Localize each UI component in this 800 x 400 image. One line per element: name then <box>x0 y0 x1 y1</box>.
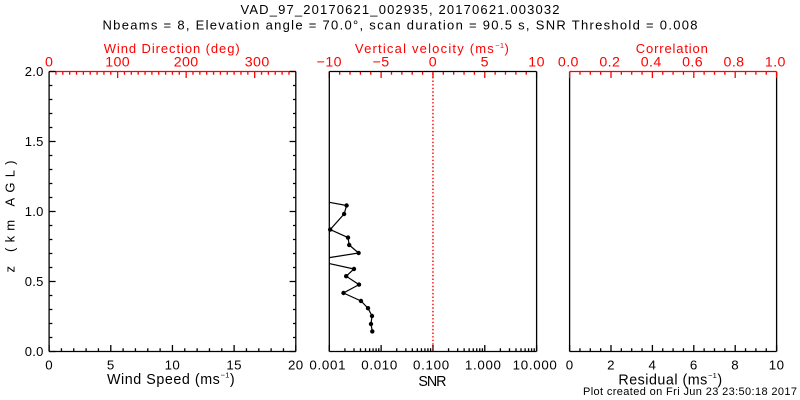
svg-text:20: 20 <box>288 357 304 372</box>
svg-text:15: 15 <box>226 357 242 372</box>
svg-text:10: 10 <box>528 55 545 71</box>
svg-text:100: 100 <box>105 55 130 71</box>
svg-text:2.0: 2.0 <box>25 64 44 79</box>
svg-text:Vertical velocity (ms−1): Vertical velocity (ms−1) <box>355 41 510 56</box>
svg-text:1.0: 1.0 <box>765 55 786 71</box>
svg-text:0.8: 0.8 <box>724 55 745 71</box>
svg-text:0: 0 <box>566 357 574 372</box>
svg-text:Wind Speed (ms−1): Wind Speed (ms−1) <box>107 371 235 388</box>
svg-text:5: 5 <box>481 55 489 71</box>
svg-text:Wind Direction (deg): Wind Direction (deg) <box>104 41 240 56</box>
svg-text:0.5: 0.5 <box>25 274 44 289</box>
svg-text:0.001: 0.001 <box>309 357 346 372</box>
svg-text:300: 300 <box>245 55 270 71</box>
svg-text:2: 2 <box>607 357 615 372</box>
svg-text:0: 0 <box>45 357 53 372</box>
svg-text:Residual (ms−1): Residual (ms−1) <box>618 371 722 388</box>
svg-text:Correlation: Correlation <box>636 41 708 56</box>
svg-text:200: 200 <box>174 55 199 71</box>
svg-text:−5: −5 <box>373 55 390 71</box>
svg-text:0: 0 <box>45 55 53 71</box>
svg-text:0.2: 0.2 <box>599 55 620 71</box>
svg-text:10: 10 <box>769 357 785 372</box>
svg-text:Nbeams = 8, Elevation angle =: Nbeams = 8, Elevation angle = 70.0°, sca… <box>103 17 698 32</box>
svg-text:10: 10 <box>165 357 181 372</box>
svg-text:0.100: 0.100 <box>413 357 450 372</box>
svg-text:−10: −10 <box>317 55 342 71</box>
svg-text:0.010: 0.010 <box>361 357 398 372</box>
svg-text:VAD_97_20170621_002935, 201706: VAD_97_20170621_002935, 20170621.003032 <box>241 2 560 17</box>
svg-text:0.4: 0.4 <box>641 55 662 71</box>
svg-text:0: 0 <box>429 55 437 71</box>
svg-text:10.000: 10.000 <box>513 357 558 372</box>
svg-text:0.6: 0.6 <box>682 55 703 71</box>
svg-text:0.0: 0.0 <box>25 344 44 359</box>
svg-text:SNR: SNR <box>418 374 446 390</box>
svg-text:1.000: 1.000 <box>465 357 502 372</box>
svg-text:8: 8 <box>731 357 739 372</box>
svg-text:5: 5 <box>107 357 115 372</box>
svg-text:6: 6 <box>690 357 698 372</box>
svg-text:4: 4 <box>649 357 657 372</box>
svg-text:1.0: 1.0 <box>25 204 44 219</box>
svg-text:0.0: 0.0 <box>558 55 579 71</box>
svg-text:1.5: 1.5 <box>25 134 44 149</box>
svg-text:Plot created on Fri Jun 23 23:: Plot created on Fri Jun 23 23:50:18 2017 <box>583 386 797 398</box>
